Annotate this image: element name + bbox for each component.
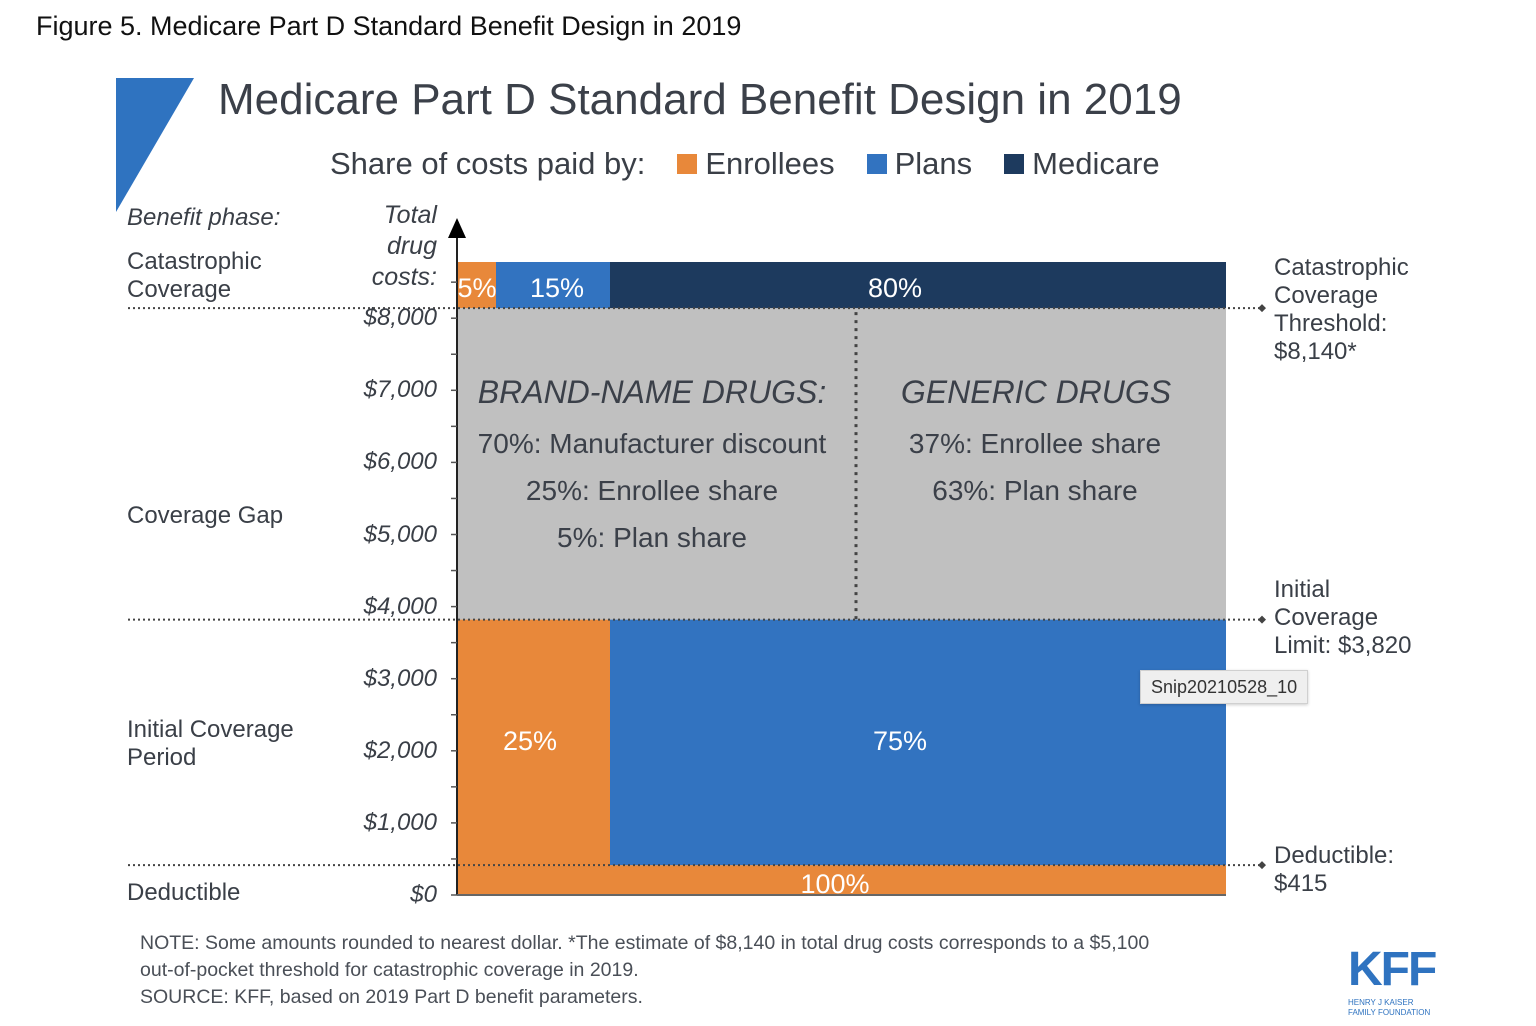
decorative-triangle xyxy=(116,78,194,212)
y-tick-label: $6,000 xyxy=(363,448,437,476)
phase-header: Benefit phase: xyxy=(127,204,281,231)
kff-logo-text: KFF xyxy=(1348,943,1437,996)
note-line: out-of-pocket threshold for catastrophic… xyxy=(140,959,639,981)
y-tick-label: $8,000 xyxy=(363,304,437,332)
phase-label-line: Catastrophic xyxy=(127,248,262,275)
legend-plans: Plans xyxy=(894,146,973,181)
icp-plan-bar xyxy=(610,619,1226,866)
generic-line: 63%: Plan share xyxy=(932,475,1137,506)
threshold-label: Initial Coverage Limit: $3,820 xyxy=(1274,576,1411,660)
brand-line: 70%: Manufacturer discount xyxy=(478,428,827,459)
catastrophic-label: 80% xyxy=(868,273,922,303)
y-tick-label: $7,000 xyxy=(363,376,437,404)
threshold-label-line: Coverage xyxy=(1274,604,1379,631)
threshold-label-line: $8,140* xyxy=(1274,338,1357,365)
threshold-label-line: Threshold: xyxy=(1274,310,1388,337)
catastrophic-label: 5% xyxy=(457,273,496,303)
legend-enrollees: Enrollees xyxy=(705,146,835,181)
threshold-label: Deductible: $415 xyxy=(1274,842,1394,898)
phase-catastrophic: Catastrophic Coverage xyxy=(127,248,262,304)
figure-title: Figure 5. Medicare Part D Standard Benef… xyxy=(36,11,742,41)
catastrophic-label: 15% xyxy=(530,273,584,303)
generic-line: 37%: Enrollee share xyxy=(909,428,1161,459)
chart-notes: NOTE: Some amounts rounded to nearest do… xyxy=(140,930,1149,1011)
icp-enrollee-bar xyxy=(457,619,610,866)
phase-label-line: Coverage xyxy=(127,276,232,303)
y-tick-label: $3,000 xyxy=(363,664,437,692)
y-tick-label: $5,000 xyxy=(363,520,437,548)
legend: Share of costs paid by: Enrollees Plans … xyxy=(330,146,1160,182)
kff-logo: KFF HENRY J KAISER FAMILY FOUNDATION xyxy=(1348,942,1437,1018)
legend-title: Share of costs paid by: xyxy=(330,146,646,181)
y-tick-label: $1,000 xyxy=(363,808,437,836)
y-tick-label: $4,000 xyxy=(363,592,437,620)
phase-deductible: Deductible xyxy=(127,879,241,906)
phase-label-line: Initial Coverage xyxy=(127,716,294,743)
kff-logo-sub2: FAMILY FOUNDATION xyxy=(1348,1008,1431,1017)
catastrophic-bar-plans xyxy=(496,262,610,309)
brand-line: 5%: Plan share xyxy=(557,522,747,553)
brand-header: BRAND-NAME DRUGS: xyxy=(478,374,826,410)
threshold-label-line: $415 xyxy=(1274,870,1328,897)
icp-plan-label: 75% xyxy=(873,726,927,756)
threshold-label-line: Catastrophic xyxy=(1274,254,1409,281)
catastrophic-bar-enrollees xyxy=(457,262,496,309)
y-axis-arrow-icon xyxy=(448,218,466,238)
threshold-label-line: Initial xyxy=(1274,576,1331,603)
legend-swatch-plans xyxy=(866,154,887,174)
threshold-label-line: Deductible: xyxy=(1274,842,1395,869)
threshold-diamond-icon xyxy=(1258,304,1266,313)
snip-tooltip: Snip20210528_10 xyxy=(1140,670,1309,704)
threshold-label: Catastrophic Coverage Threshold: $8,140* xyxy=(1274,254,1409,366)
threshold-diamond-icon xyxy=(1258,615,1266,624)
coverage-gap-bar xyxy=(457,308,1226,620)
phase-icp: Initial Coverage Period xyxy=(127,716,294,772)
y-tick-label: $0 xyxy=(410,881,437,908)
y-tick-label: $2,000 xyxy=(363,736,437,764)
deductible-bar xyxy=(457,865,1226,895)
source-line: SOURCE: KFF, based on 2019 Part D benefi… xyxy=(140,986,643,1008)
chart-title: Medicare Part D Standard Benefit Design … xyxy=(218,75,1182,124)
phase-gap: Coverage Gap xyxy=(127,502,284,529)
icp-enrollee-label: 25% xyxy=(503,726,557,756)
threshold-diamond-icon xyxy=(1258,861,1266,870)
legend-medicare: Medicare xyxy=(1032,146,1160,181)
legend-swatch-medicare xyxy=(1004,154,1025,174)
phase-label-line: Period xyxy=(127,744,197,771)
threshold-label-line: Coverage xyxy=(1274,282,1379,309)
catastrophic-bar-medicare xyxy=(610,262,1226,309)
brand-line: 25%: Enrollee share xyxy=(526,475,778,506)
note-line: NOTE: Some amounts rounded to nearest do… xyxy=(140,932,1150,954)
kff-logo-sub1: HENRY J KAISER xyxy=(1348,998,1414,1007)
generic-header: GENERIC DRUGS xyxy=(901,374,1171,410)
threshold-label-line: Limit: $3,820 xyxy=(1274,632,1412,659)
legend-swatch-enrollees xyxy=(677,154,698,174)
y-axis-label: Total drug costs: xyxy=(371,201,437,291)
